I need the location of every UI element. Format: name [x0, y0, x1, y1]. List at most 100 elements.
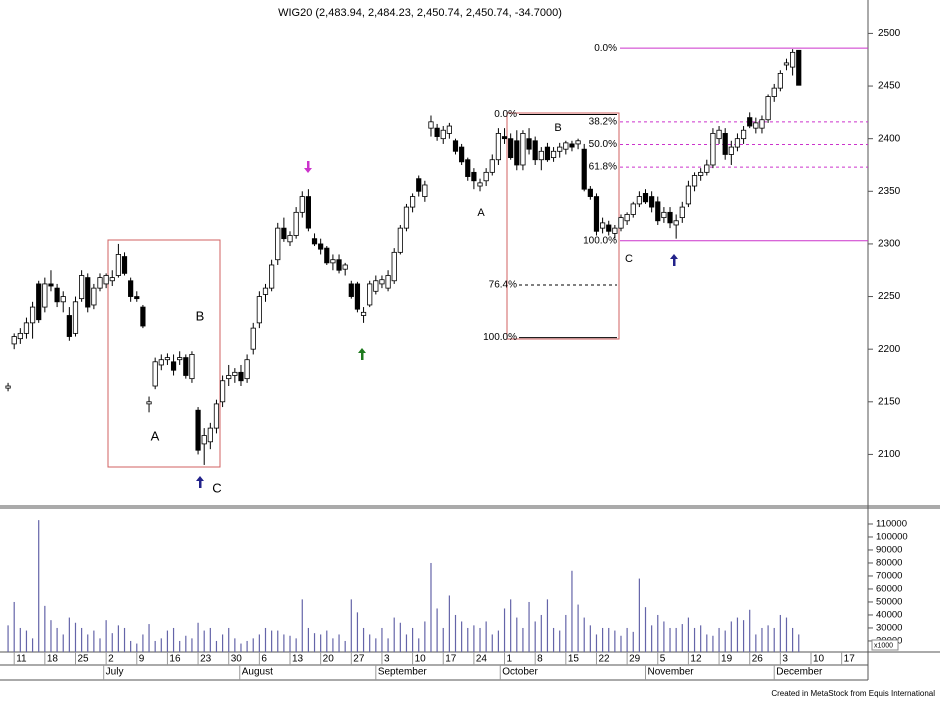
wave-label: A — [477, 207, 485, 219]
candle-body — [17, 332, 23, 340]
x-tick-label: 6 — [261, 654, 267, 665]
wave-label: B — [196, 308, 205, 323]
volume-tick-label: 60000 — [876, 583, 902, 594]
candle-body — [422, 184, 428, 197]
candle-body — [661, 211, 667, 219]
x-tick-label: 16 — [169, 654, 181, 665]
candle-body — [72, 301, 79, 334]
candle-body — [379, 279, 385, 285]
x-tick-label: 26 — [752, 654, 764, 665]
volume-tick-label: 90000 — [876, 544, 902, 555]
candle-body — [158, 359, 164, 366]
up-arrow — [196, 476, 204, 488]
candle-body — [250, 327, 256, 350]
candle-body — [97, 277, 103, 289]
candle-body — [569, 143, 575, 148]
candle-body — [520, 133, 526, 166]
candle-body — [501, 136, 508, 140]
x-tick-label: 25 — [77, 654, 89, 665]
fib-label: 100.0% — [483, 332, 517, 343]
candle-body — [416, 178, 422, 192]
candle-body — [281, 227, 287, 240]
candle-body — [330, 259, 336, 264]
candle-body — [747, 117, 753, 127]
candle-body — [146, 401, 152, 405]
candle-body — [219, 380, 226, 403]
candle-body — [765, 96, 771, 121]
candle-body — [783, 62, 790, 66]
candle-body — [459, 146, 465, 163]
candle-body — [391, 251, 397, 282]
candle-body — [195, 409, 201, 451]
candle-body — [293, 211, 299, 236]
y-tick-label: 2300 — [878, 239, 901, 250]
volume-tick-label: 50000 — [876, 596, 902, 607]
volume-tick-label: 40000 — [876, 609, 902, 620]
candle-body — [262, 287, 269, 295]
candle-body — [79, 275, 85, 300]
candle-body — [11, 336, 17, 345]
x-tick-label: 23 — [200, 654, 212, 665]
x-tick-label: 13 — [292, 654, 304, 665]
month-label: October — [502, 667, 538, 678]
x-tick-label: 12 — [690, 654, 702, 665]
fib-label: 50.0% — [589, 139, 617, 150]
candle-body — [557, 146, 563, 152]
candle-body — [526, 138, 532, 150]
candle-body — [477, 182, 483, 187]
candle-body — [244, 359, 250, 380]
candle-body — [201, 435, 207, 445]
x-tick-label: 17 — [445, 654, 457, 665]
candle-body — [489, 159, 495, 173]
wave-box — [107, 239, 221, 468]
candle-body — [722, 133, 728, 155]
candle-body — [269, 264, 275, 289]
candle-body — [618, 217, 624, 229]
candle-body — [740, 129, 747, 140]
candle-body — [128, 280, 134, 297]
chart-title: WIG20 (2,483.94, 2,484.23, 2,450.74, 2,4… — [278, 7, 562, 19]
candle-body — [600, 222, 606, 229]
y-tick-label: 2400 — [878, 133, 901, 144]
candle-body — [796, 49, 802, 86]
candle-body — [318, 243, 324, 250]
candle-body — [636, 196, 642, 205]
candle-body — [403, 206, 410, 229]
candle-body — [373, 280, 379, 292]
y-tick-label: 2500 — [878, 28, 901, 39]
x-tick-label: 20 — [323, 654, 335, 665]
candle-body — [91, 287, 97, 306]
candle-body — [691, 175, 698, 187]
candle-body — [48, 283, 54, 287]
candle-body — [103, 275, 109, 285]
candle-body — [54, 287, 60, 303]
up-arrow — [358, 348, 366, 360]
candle-body — [256, 296, 262, 324]
candle-body — [581, 148, 587, 190]
candle-body — [134, 296, 140, 300]
candle-body — [550, 150, 557, 159]
candle-body — [121, 256, 128, 274]
candle-body — [299, 196, 305, 213]
candle-body — [207, 427, 213, 443]
fib-label: 76.4% — [489, 280, 517, 291]
candle-body — [538, 150, 544, 161]
candle-body — [587, 188, 593, 197]
x-tick-label: 19 — [721, 654, 733, 665]
fib-label: 100.0% — [583, 235, 617, 246]
candle-body — [85, 277, 91, 308]
candle-body — [630, 203, 636, 215]
down-arrow — [304, 161, 312, 173]
x-tick-label: 2 — [108, 654, 114, 665]
candle-body — [348, 283, 354, 297]
x-tick-label: 10 — [813, 654, 825, 665]
candle-body — [655, 201, 661, 222]
candle-body — [385, 275, 391, 289]
candle-body — [649, 196, 655, 208]
candle-body — [287, 235, 293, 243]
candle-body — [213, 403, 220, 429]
month-label: December — [776, 667, 823, 678]
x-tick-label: 5 — [660, 654, 666, 665]
